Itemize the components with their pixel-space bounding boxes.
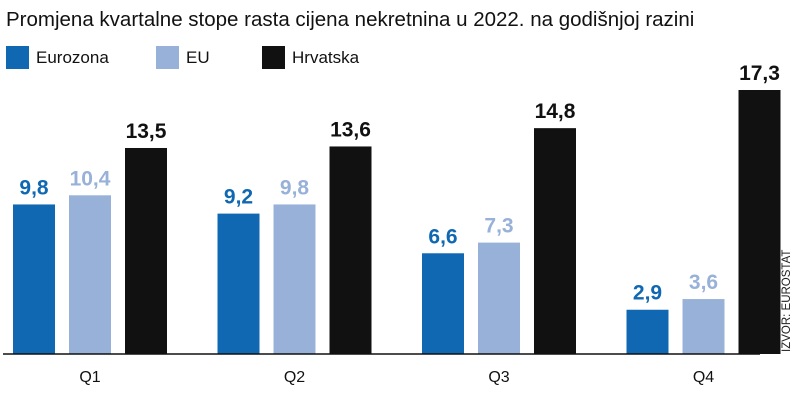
tick-label-q2: Q2 — [284, 369, 305, 386]
value-label-eu-q1: 10,4 — [70, 167, 111, 190]
legend-label-hrvatska: Hrvatska — [292, 48, 360, 67]
x-axis-ticks: Q1 Q2 Q3 Q4 — [79, 369, 714, 386]
value-label-hrvatska-q2: 13,6 — [330, 118, 371, 141]
value-label-eu-q4: 3,6 — [689, 271, 718, 294]
legend-label-eu: EU — [186, 48, 210, 67]
bar-eu-q3 — [478, 242, 520, 354]
bars — [13, 90, 781, 354]
value-label-eurozona-q1: 9,8 — [19, 176, 49, 199]
value-label-eurozona-q2: 9,2 — [224, 186, 253, 209]
legend-swatch-eu — [156, 46, 179, 69]
bar-eu-q2 — [273, 204, 316, 354]
tick-label-q4: Q4 — [693, 369, 714, 386]
value-label-hrvatska-q4: 17,3 — [739, 62, 780, 85]
bar-eu-q1 — [69, 195, 111, 354]
value-label-eurozona-q3: 6,6 — [428, 225, 457, 248]
tick-label-q1: Q1 — [79, 369, 100, 386]
value-label-eu-q3: 7,3 — [484, 215, 513, 238]
chart-title: Promjena kvartalne stope rasta cijena ne… — [6, 8, 694, 31]
bar-hrvatska-q3 — [534, 128, 576, 354]
value-label-hrvatska-q3: 14,8 — [535, 100, 576, 123]
legend-label-eurozona: Eurozona — [36, 48, 109, 67]
source-label: IZVOR: EUROSTAT — [781, 250, 793, 352]
bar-hrvatska-q2 — [329, 146, 372, 354]
bar-hrvatska-q1 — [125, 147, 167, 354]
tick-label-q3: Q3 — [488, 369, 509, 386]
bar-eurozona-q1 — [13, 204, 55, 354]
bar-eu-q4 — [682, 299, 725, 354]
bar-hrvatska-q4 — [738, 90, 781, 354]
bar-eurozona-q2 — [217, 213, 260, 354]
legend-swatch-hrvatska — [262, 46, 285, 69]
value-label-hrvatska-q1: 13,5 — [126, 120, 167, 143]
value-labels: 9,8 10,4 13,5 9,2 9,8 13,6 6,6 7,3 14,8 2,9 3,6 17,… — [19, 62, 780, 305]
bar-eurozona-q4 — [626, 309, 669, 354]
legend-swatch-eurozona — [6, 46, 29, 69]
legend: Eurozona EU Hrvatska — [6, 46, 360, 69]
value-label-eurozona-q4: 2,9 — [633, 282, 662, 305]
value-label-eu-q2: 9,8 — [280, 176, 310, 199]
bar-eurozona-q3 — [422, 253, 464, 354]
